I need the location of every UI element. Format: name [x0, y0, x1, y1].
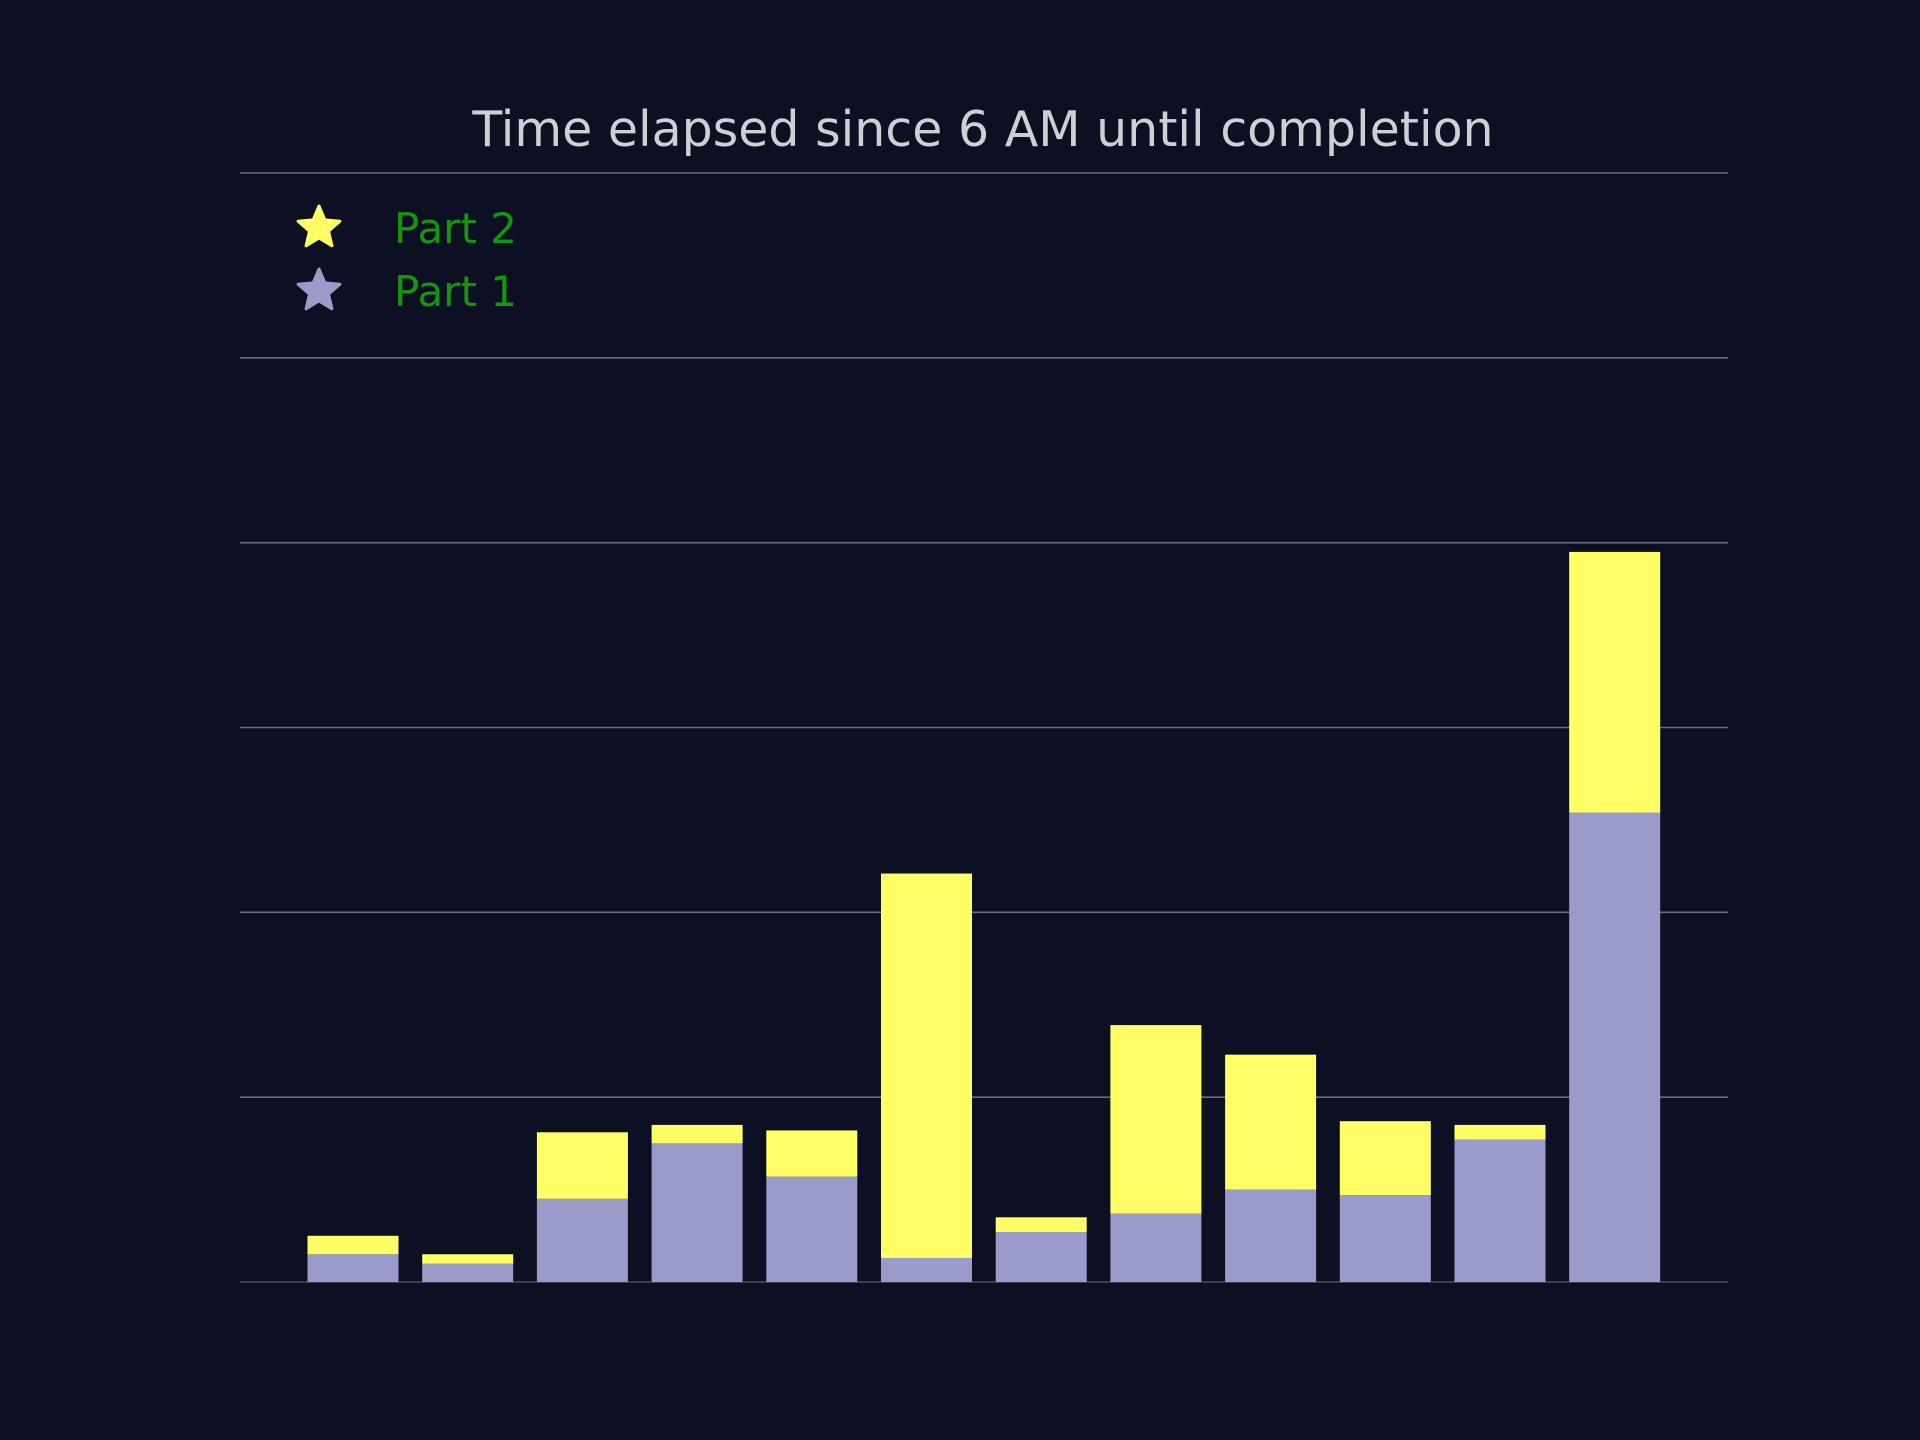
legend: Part 2 Part 1: [296, 204, 517, 316]
legend-label: Part 1: [394, 267, 517, 316]
chart-title: Time elapsed since 6 AM until completion: [471, 101, 1493, 158]
bar-part-2: [1225, 1054, 1317, 1190]
bar-part-2: [422, 1254, 514, 1264]
bar-part-2: [307, 1235, 399, 1255]
bar-part-1: [1339, 1195, 1431, 1282]
bar-part-1: [1454, 1139, 1546, 1282]
bar-part-1: [881, 1257, 972, 1282]
bar-part-1: [1225, 1189, 1317, 1282]
bar-part-2: [881, 873, 972, 1258]
gridlines: [240, 172, 1728, 1283]
bar-part-1: [536, 1198, 628, 1282]
star-icon: [296, 204, 342, 248]
bars: [307, 551, 1661, 1282]
bar-part-1: [422, 1263, 514, 1282]
bar-part-2: [1339, 1121, 1431, 1196]
legend-label: Part 2: [394, 204, 517, 253]
star-icon: [296, 267, 342, 311]
bar-part-1: [995, 1232, 1087, 1282]
bar-part-1: [1569, 812, 1661, 1282]
bar-part-2: [1110, 1025, 1202, 1214]
bar-part-2: [766, 1130, 858, 1177]
bar-part-2: [1454, 1124, 1546, 1140]
bar-part-2: [995, 1217, 1087, 1233]
bar-part-1: [1110, 1213, 1202, 1282]
bar-part-1: [766, 1176, 858, 1282]
bar-part-1: [651, 1143, 743, 1282]
bar-part-2: [651, 1124, 743, 1144]
bar-part-2: [536, 1132, 628, 1199]
bar-part-1: [307, 1254, 399, 1282]
bar-part-2: [1569, 551, 1661, 813]
